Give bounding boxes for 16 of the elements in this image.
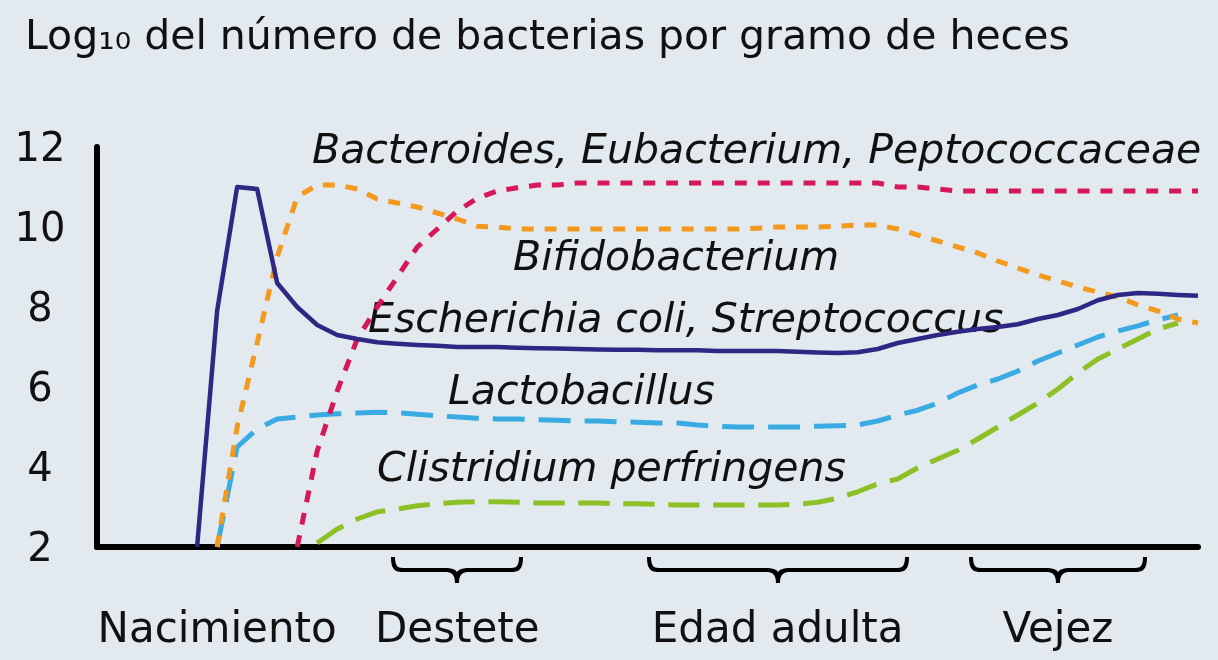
series-label: Bacteroides, Eubacterium, Peptococcaceae (312, 125, 1202, 173)
x-tick-label: Vejez (1002, 602, 1114, 652)
series-label: Clistridium perfringens (377, 443, 846, 491)
y-tick-label: 4 (27, 444, 53, 490)
y-axis-title: Log₁₀ del número de bacterias por gramo de heces (25, 10, 1070, 59)
y-tick-label: 8 (27, 284, 53, 330)
y-tick-label: 12 (14, 124, 66, 170)
y-tick-label: 6 (27, 364, 53, 410)
x-tick-label: Edad adulta (651, 602, 904, 652)
y-tick-label: 2 (27, 524, 53, 570)
x-tick-label: Destete (374, 602, 540, 652)
x-tick-label: Nacimiento (97, 602, 337, 652)
series-label: Escherichia coli, Streptococcus (368, 294, 1004, 342)
series-label: Lactobacillus (448, 366, 715, 414)
y-tick-label: 10 (14, 204, 66, 250)
series-label: Bifidobacterium (513, 232, 840, 280)
